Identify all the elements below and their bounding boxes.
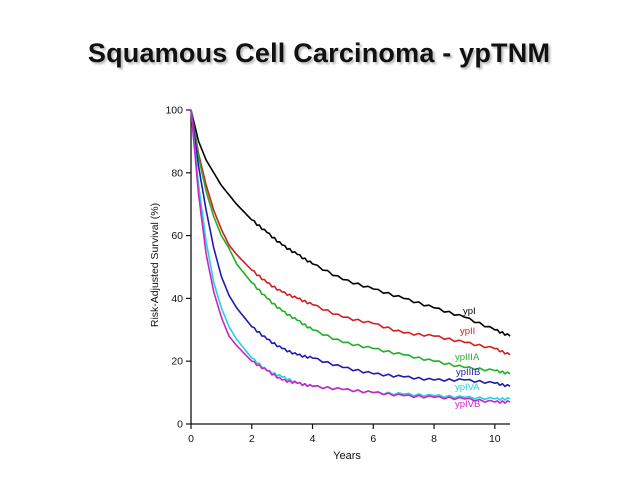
y-tick-label: 60 <box>171 230 183 242</box>
x-tick-label: 6 <box>370 433 376 445</box>
series-line-ypi <box>190 109 511 337</box>
x-tick-label: 2 <box>249 433 255 445</box>
series-label-ypiva: ypIVA <box>455 382 480 393</box>
y-tick-label: 20 <box>171 356 183 368</box>
x-tick-label: 0 <box>188 433 194 445</box>
series-line-ypiva <box>190 109 511 401</box>
y-tick-label: 40 <box>171 293 183 305</box>
series-line-ypivb <box>190 109 511 404</box>
series-label-ypiiia: ypIIIA <box>455 352 480 363</box>
series-line-ypii <box>190 109 511 356</box>
chart-axes: 0 20 40 60 80 100 0 2 4 6 8 10 <box>165 105 510 445</box>
series-lines <box>190 109 511 404</box>
y-tick-label: 100 <box>165 105 183 117</box>
y-axis-label: Risk-Adjusted Survival (%) <box>149 203 161 327</box>
series-label-ypivb: ypIVB <box>455 399 480 410</box>
series-labels: ypI ypII ypIIIA ypIIIB ypIVA ypIVB <box>455 306 480 410</box>
x-tick-label: 10 <box>489 433 501 445</box>
series-label-ypiiib: ypIIIB <box>456 367 480 378</box>
series-line-ypiiia <box>190 109 511 375</box>
x-axis-label: Years <box>333 450 361 462</box>
y-tick-label: 80 <box>171 167 183 179</box>
x-tick-label: 8 <box>431 433 437 445</box>
x-tick-label: 4 <box>310 433 316 445</box>
series-label-ypi: ypI <box>463 306 476 317</box>
series-line-ypiiib <box>190 109 511 388</box>
series-label-ypii: ypII <box>460 326 475 337</box>
slide-title: Squamous Cell Carcinoma - ypTNM <box>87 38 551 68</box>
y-tick-label: 0 <box>177 419 183 431</box>
